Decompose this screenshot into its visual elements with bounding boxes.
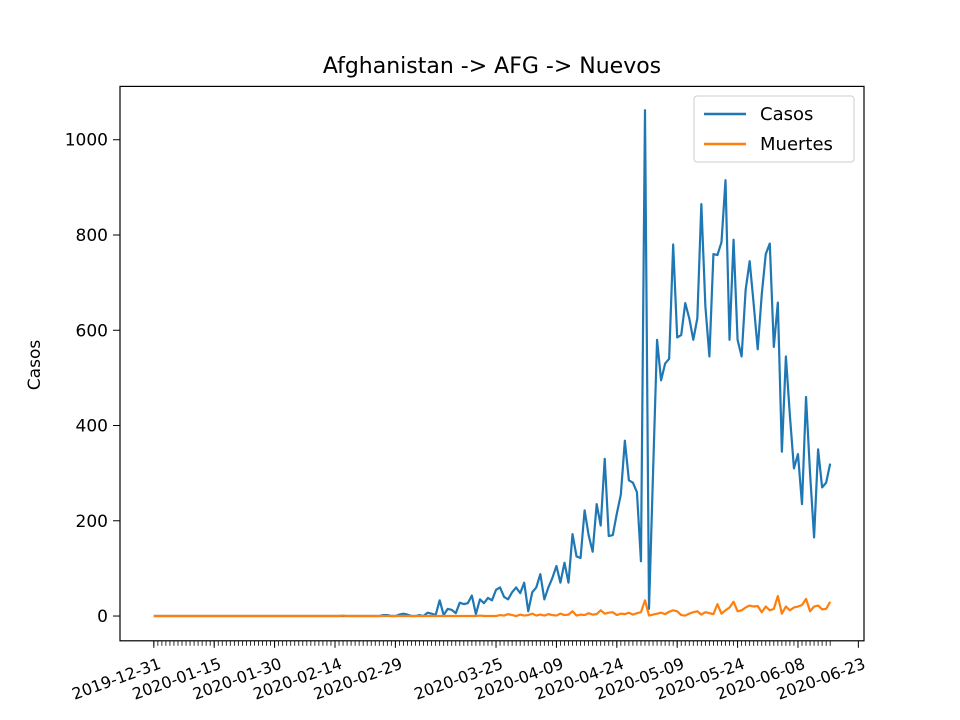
y-axis: 0 200 400 600 800 1000 xyxy=(65,131,120,627)
legend-label-0: Casos xyxy=(760,104,813,125)
legend-label-1: Muertes xyxy=(760,134,833,155)
series-line-1 xyxy=(153,594,832,618)
y-tick-label: 400 xyxy=(76,417,108,437)
legend-box xyxy=(693,95,855,163)
legend: Casos Muertes xyxy=(693,95,855,163)
y-axis-label: Casos xyxy=(25,340,45,391)
chart-title: Afghanistan -> AFG -> Nuevos xyxy=(323,54,661,79)
y-tick-label: 600 xyxy=(76,321,108,341)
y-tick-label: 1000 xyxy=(65,131,108,151)
y-tick-label: 800 xyxy=(76,226,108,246)
series-line-0 xyxy=(153,109,832,618)
y-tick-label: 200 xyxy=(76,512,108,532)
y-tick-label: 0 xyxy=(97,607,108,627)
plot-area xyxy=(153,109,832,618)
